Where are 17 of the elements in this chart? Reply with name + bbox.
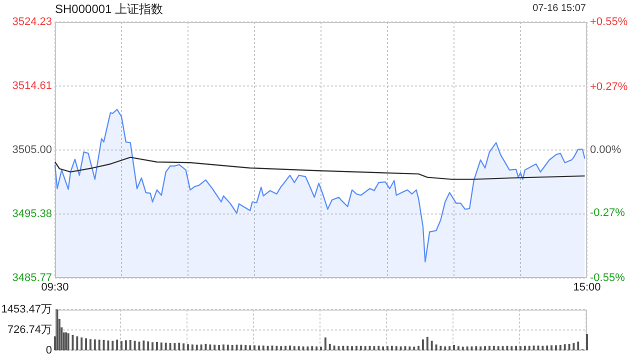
y2-tick-label: +0.27% — [590, 81, 628, 94]
y2-tick-label: -0.55% — [590, 272, 626, 284]
y-tick-label: 0 — [46, 344, 52, 356]
y-tick-label: 1453.47万 — [1, 304, 52, 316]
y-tick-label: 3505.00 — [12, 144, 52, 156]
y-tick-label: 3524.23 — [12, 16, 52, 28]
y-tick-label: 726.74万 — [7, 324, 52, 336]
y2-tick-label: -0.27% — [590, 206, 626, 219]
y-tick-label: 3485.77 — [12, 272, 52, 284]
y2-tick-label: +0.55% — [590, 16, 628, 28]
y2-tick-label: 0.00% — [590, 144, 622, 156]
chart-title: SH000001 上证指数 — [55, 1, 164, 18]
x-tick-label: 15:00 — [573, 282, 601, 294]
y-tick-label: 3514.61 — [12, 80, 52, 92]
y-tick-label: 3495.38 — [12, 208, 52, 220]
x-tick-label: 09:30 — [41, 282, 69, 294]
text: 07-16 15:07 — [532, 3, 586, 14]
